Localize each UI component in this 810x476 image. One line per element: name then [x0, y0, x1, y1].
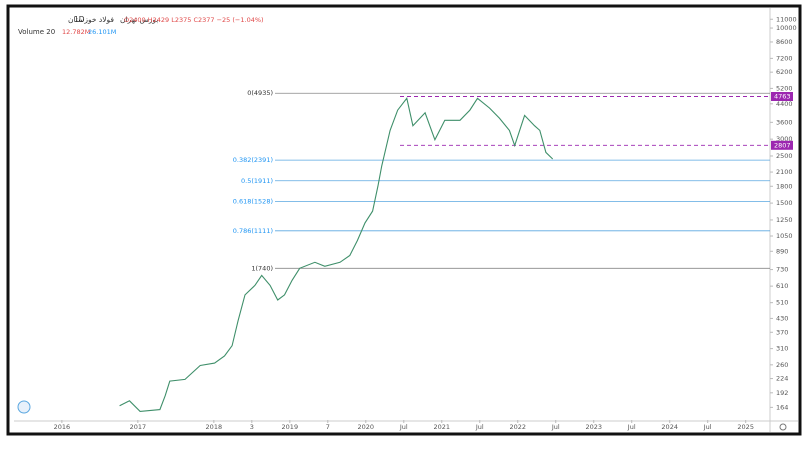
y-tick-label: 310 — [776, 345, 788, 353]
fib-label: 0(4935) — [247, 89, 273, 97]
y-tick-label: 3600 — [776, 118, 793, 126]
interval: 1D — [74, 15, 85, 24]
x-tick-label: 2023 — [585, 423, 602, 431]
x-tick-label: 2018 — [206, 423, 223, 431]
x-tick-label: 2025 — [737, 423, 754, 431]
fib-label: 1(740) — [251, 264, 273, 272]
x-tick-label: 2016 — [54, 423, 71, 431]
x-tick-label: 2024 — [661, 423, 678, 431]
x-tick-label: 3 — [250, 423, 254, 431]
y-tick-label: 164 — [776, 403, 788, 411]
y-tick-label: 4400 — [776, 100, 793, 108]
y-tick-label: 3000 — [776, 135, 793, 143]
y-tick-label: 260 — [776, 361, 788, 369]
x-tick-label: Jul — [627, 423, 636, 431]
y-tick-label: 2500 — [776, 152, 793, 160]
y-tick-label: 1250 — [776, 216, 793, 224]
fib-label: 0.786(1111) — [233, 227, 273, 235]
volume-value: 12.782M — [62, 28, 90, 36]
y-tick-label: 1050 — [776, 232, 793, 240]
price-tag-label: 4763 — [774, 92, 791, 100]
y-tick-label: 8600 — [776, 38, 793, 46]
x-tick-label: Jul — [551, 423, 560, 431]
y-tick-label: 5200 — [776, 84, 793, 92]
y-tick-label: 192 — [776, 389, 788, 397]
x-tick-label: Jul — [475, 423, 484, 431]
y-tick-label: 730 — [776, 266, 788, 274]
y-tick-label: 11000 — [776, 15, 797, 23]
logo-icon[interactable] — [17, 400, 31, 414]
x-tick-label: 2017 — [130, 423, 147, 431]
price-tag — [771, 140, 793, 150]
x-tick-label: 2019 — [282, 423, 299, 431]
fib-label: 0.618(1528) — [233, 197, 273, 205]
ohlc: O2400 H2429 L2375 C2377 −25 (−1.04%) — [124, 16, 264, 24]
x-tick-label: Jul — [703, 423, 712, 431]
y-tick-label: 610 — [776, 282, 788, 290]
exchange: بورس تهران — [120, 15, 158, 24]
volume-ma: 26.101M — [88, 28, 116, 36]
settings-icon[interactable] — [779, 423, 787, 431]
fib-label: 0.382(2391) — [233, 156, 273, 164]
price-tag-label: 2807 — [774, 141, 791, 149]
x-tick-label: 2022 — [509, 423, 526, 431]
y-tick-label: 430 — [776, 314, 788, 322]
fib-label: 0.5(1911) — [241, 177, 273, 185]
price-tag — [771, 91, 793, 101]
y-tick-label: 890 — [776, 247, 788, 255]
y-tick-label: 10000 — [776, 24, 797, 32]
y-tick-label: 7200 — [776, 54, 793, 62]
x-tick-label: Jul — [399, 423, 408, 431]
y-tick-label: 510 — [776, 299, 788, 307]
symbol: فولاد خوزستان — [68, 15, 114, 24]
y-tick-label: 2100 — [776, 168, 793, 176]
price-line-series — [119, 97, 554, 412]
y-tick-label: 6200 — [776, 68, 793, 76]
x-tick-label: 2021 — [433, 423, 450, 431]
frame-border — [6, 4, 802, 436]
y-tick-label: 224 — [776, 375, 788, 383]
y-tick-label: 1800 — [776, 182, 793, 190]
y-tick-label: 1500 — [776, 199, 793, 207]
x-tick-label: 2020 — [358, 423, 375, 431]
volume-label: Volume 20 — [18, 28, 55, 36]
y-tick-label: 370 — [776, 328, 788, 336]
x-tick-label: 7 — [326, 423, 330, 431]
